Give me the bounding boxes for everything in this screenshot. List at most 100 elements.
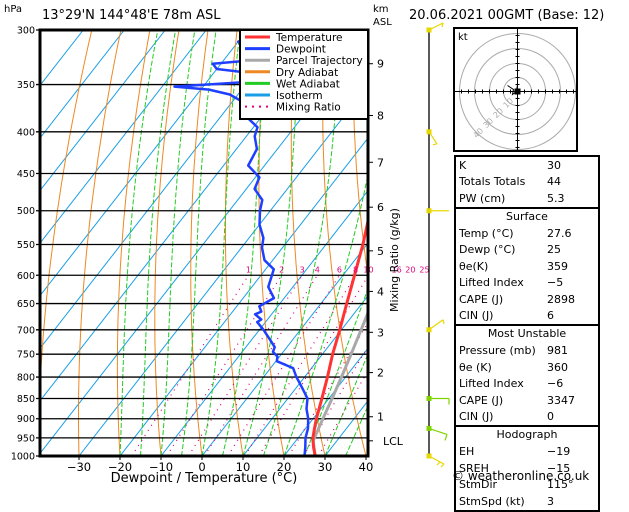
height-unit-asl: ASL xyxy=(373,17,392,28)
isotherm-line xyxy=(40,30,125,139)
index-label: Lifted Index xyxy=(459,276,524,290)
pressure-tick-label: 750 xyxy=(17,350,35,361)
temperature-tick-label: 10 xyxy=(236,460,251,474)
hodograph-section-title: Hodograph xyxy=(496,428,558,441)
legend-entry-label: Wet Adiabat xyxy=(276,78,340,90)
height-tick-label: LCL xyxy=(383,435,404,448)
forecast-datetime: 20.06.2021 00GMT (Base: 12) xyxy=(409,8,605,23)
temperature-profile-line xyxy=(311,214,368,456)
legend-entry-label: Dry Adiabat xyxy=(276,67,338,79)
index-row: Totals Totals 44 xyxy=(456,174,598,191)
isotherm-line xyxy=(119,137,368,456)
isotherm-line xyxy=(160,189,368,456)
legend-entry-label: Temperature xyxy=(275,32,343,44)
pressure-tick-label: 900 xyxy=(17,414,35,425)
index-value: 3 xyxy=(547,494,554,508)
hodograph-unit-label: kt xyxy=(458,32,468,43)
wet-adiabat-line xyxy=(181,30,217,456)
index-value: 0 xyxy=(547,410,554,424)
index-label: CAPE (J) xyxy=(459,393,504,407)
index-label: CIN (J) xyxy=(459,309,494,323)
index-row: CIN (J) 6 xyxy=(456,308,598,325)
mixing-ratio-label: 8 xyxy=(353,265,358,274)
mixing-ratio-label: 1 xyxy=(246,265,251,274)
mixing-ratio-axis-title: Mixing Ratio (g/kg) xyxy=(388,208,401,312)
mixing-ratio-label: 20 xyxy=(405,265,415,274)
index-value: 360 xyxy=(547,360,568,374)
pressure-tick-label: 850 xyxy=(17,394,35,405)
storm-motion-marker xyxy=(514,88,521,95)
index-label: PW (cm) xyxy=(459,191,506,205)
mixing-ratio-label: 4 xyxy=(315,265,320,274)
index-value: 25 xyxy=(547,243,561,257)
index-row: CAPE (J) 2898 xyxy=(456,291,598,308)
wind-barb xyxy=(436,461,441,466)
isotherm-line xyxy=(242,294,368,456)
height-tick-label: 8 xyxy=(377,109,384,122)
wind-barb xyxy=(444,434,448,441)
wind-barb xyxy=(442,319,445,324)
dry-adiabat-line xyxy=(190,30,209,456)
index-row: θe(K) 359 xyxy=(456,258,598,275)
legend-box xyxy=(239,29,369,120)
plot-frame xyxy=(38,28,370,458)
pressure-axis: 300 350 400 450 500 550 600 650 700 750 800 850 900 9… xyxy=(11,26,35,463)
dry-adiabat-line xyxy=(352,30,368,280)
index-row: θe (K) 360 xyxy=(456,359,598,376)
isotherm-line xyxy=(40,30,84,87)
dry-adiabat-line xyxy=(78,30,122,456)
isotherm-line xyxy=(40,30,248,297)
index-value: −5 xyxy=(547,276,564,290)
height-tick-label: 2 xyxy=(377,367,384,380)
index-value: 27.6 xyxy=(547,226,572,240)
temperature-tick-label: 40 xyxy=(359,460,374,474)
wet-adiabat-line xyxy=(140,30,176,456)
most-unstable-section-title: Most Unstable xyxy=(487,327,567,340)
pressure-tick-label: 300 xyxy=(17,26,35,37)
index-label: Dewp (°C) xyxy=(459,243,516,257)
height-tick-label: 1 xyxy=(377,411,384,424)
parcel-trajectory-line xyxy=(311,308,368,456)
pressure-tick-label: 800 xyxy=(17,373,35,384)
temperature-tick-label: −20 xyxy=(108,460,132,474)
temperature-axis: −30 −20 −10 0 10 20 30 40 xyxy=(67,456,373,474)
index-value: 6 xyxy=(547,309,554,323)
temperature-tick-label: −10 xyxy=(149,460,173,474)
legend-entry-label: Dewpoint xyxy=(276,44,326,56)
mixing-ratio-line xyxy=(227,274,340,456)
skew-t-chart: 1 2 3 4 6 8 10 16 20 25 3003504004505005506006507… xyxy=(11,22,578,486)
wind-barb xyxy=(441,22,444,28)
index-row: Temp (°C) 27.6 xyxy=(456,225,598,242)
mixing-ratio-line xyxy=(203,274,318,456)
pressure-tick-label: 700 xyxy=(17,325,35,336)
index-label: K xyxy=(459,158,467,172)
pressure-tick-label: 500 xyxy=(17,206,35,217)
index-row: SREH −15 xyxy=(456,460,598,477)
height-tick-label: 9 xyxy=(377,58,384,71)
location-title: 13°29'N 144°48'E 78m ASL xyxy=(42,8,221,23)
height-tick-label: 5 xyxy=(377,245,384,258)
wind-barb xyxy=(428,319,444,331)
mixing-ratio-label: 2 xyxy=(279,265,284,274)
pressure-tick-label: 400 xyxy=(17,127,35,138)
temperature-tick-label: 30 xyxy=(318,460,333,474)
pressure-tick-label: 450 xyxy=(17,169,35,180)
index-label: Lifted Index xyxy=(459,377,524,391)
wind-barbs xyxy=(426,22,450,468)
wet-adiabat-line xyxy=(119,30,159,456)
pressure-tick-label: 550 xyxy=(17,240,35,251)
index-value: −19 xyxy=(547,445,571,459)
isotherm-line xyxy=(201,242,368,456)
legend-entry-label: Isotherm xyxy=(276,90,323,102)
index-row: K 30 xyxy=(456,157,598,174)
wind-barb xyxy=(440,463,445,468)
legend-entry-label: Mixing Ratio xyxy=(276,102,341,114)
surface-section-title: Surface xyxy=(506,209,548,223)
index-label: Temp (°C) xyxy=(459,226,514,240)
index-value: −6 xyxy=(547,377,564,391)
index-label: EH xyxy=(459,445,475,459)
index-label: CAPE (J) xyxy=(459,292,504,306)
wet-adiabat-line xyxy=(283,171,368,456)
